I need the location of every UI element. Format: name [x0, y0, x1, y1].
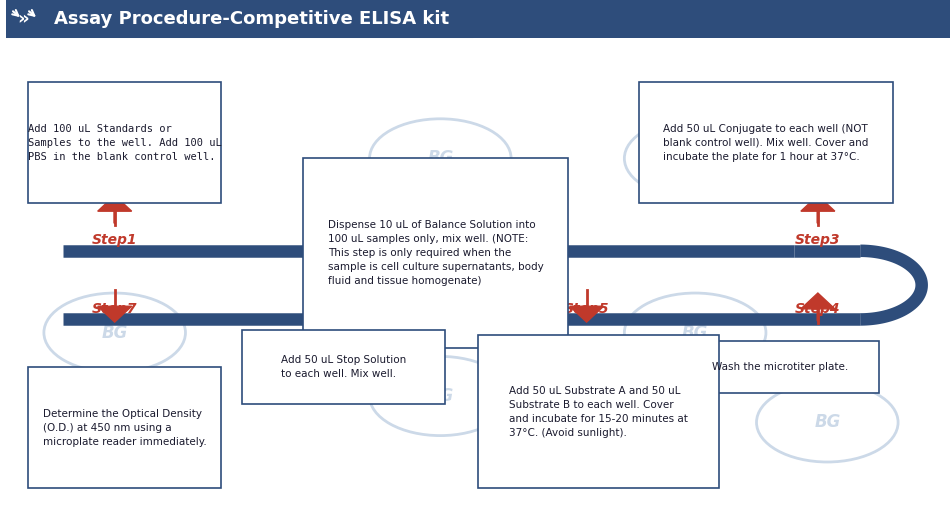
Polygon shape — [98, 195, 132, 211]
Text: Add 50 uL Substrate A and 50 uL
Substrate B to each well. Cover
and incubate for: Add 50 uL Substrate A and 50 uL Substrat… — [509, 386, 688, 438]
Text: Step3: Step3 — [795, 233, 841, 247]
Polygon shape — [801, 195, 835, 211]
Text: Dispense 10 uL of Balance Solution into
100 uL samples only, mix well. (NOTE:
Th: Dispense 10 uL of Balance Solution into … — [328, 221, 543, 286]
Polygon shape — [801, 293, 835, 309]
FancyBboxPatch shape — [638, 82, 893, 203]
Polygon shape — [98, 306, 132, 322]
Text: Step2: Step2 — [418, 218, 463, 231]
Polygon shape — [424, 224, 457, 240]
FancyBboxPatch shape — [28, 367, 221, 488]
Text: Add 50 uL Stop Solution
to each well. Mix well.: Add 50 uL Stop Solution to each well. Mi… — [281, 355, 407, 379]
Text: Step5: Step5 — [564, 302, 609, 316]
Text: BG: BG — [814, 413, 841, 431]
Text: Wash the microtiter plate.: Wash the microtiter plate. — [712, 362, 848, 372]
Text: BG: BG — [579, 413, 604, 431]
Text: BG: BG — [428, 387, 453, 405]
FancyBboxPatch shape — [242, 330, 445, 404]
Text: BG: BG — [682, 324, 709, 342]
Text: Add 50 uL Conjugate to each well (NOT
blank control well). Mix well. Cover and
i: Add 50 uL Conjugate to each well (NOT bl… — [663, 124, 868, 162]
Text: »: » — [17, 10, 29, 28]
FancyBboxPatch shape — [478, 335, 719, 488]
FancyBboxPatch shape — [28, 82, 221, 203]
Text: BG: BG — [428, 149, 453, 167]
Polygon shape — [329, 293, 363, 309]
Text: Determine the Optical Density
(O.D.) at 450 nm using a
microplate reader immedia: Determine the Optical Density (O.D.) at … — [43, 409, 206, 447]
Polygon shape — [6, 0, 502, 38]
Text: BG: BG — [102, 324, 128, 342]
Text: Assay Procedure-Competitive ELISA kit: Assay Procedure-Competitive ELISA kit — [54, 10, 449, 28]
Text: Step7: Step7 — [92, 302, 138, 316]
Text: Step1: Step1 — [92, 233, 138, 247]
Text: Step4: Step4 — [795, 302, 841, 316]
Text: BG: BG — [682, 149, 709, 167]
Text: Add 100 uL Standards or
Samples to the well. Add 100 uL
PBS in the blank control: Add 100 uL Standards or Samples to the w… — [28, 124, 221, 162]
Text: Step6: Step6 — [323, 302, 369, 316]
FancyBboxPatch shape — [303, 158, 568, 348]
FancyBboxPatch shape — [6, 0, 950, 38]
FancyBboxPatch shape — [681, 341, 879, 393]
Polygon shape — [570, 306, 603, 322]
